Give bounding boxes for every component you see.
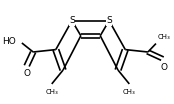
- Text: O: O: [23, 69, 30, 79]
- Text: CH₃: CH₃: [123, 89, 136, 95]
- Text: O: O: [161, 63, 168, 72]
- Text: CH₃: CH₃: [158, 34, 170, 40]
- Text: S: S: [106, 16, 112, 25]
- Text: HO: HO: [2, 37, 16, 46]
- Text: S: S: [69, 16, 75, 25]
- Text: CH₃: CH₃: [45, 89, 58, 95]
